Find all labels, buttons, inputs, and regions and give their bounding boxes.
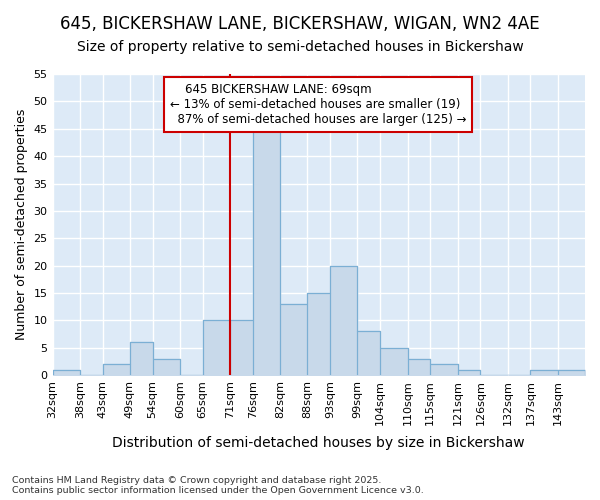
- Text: Contains HM Land Registry data © Crown copyright and database right 2025.
Contai: Contains HM Land Registry data © Crown c…: [12, 476, 424, 495]
- X-axis label: Distribution of semi-detached houses by size in Bickershaw: Distribution of semi-detached houses by …: [112, 436, 525, 450]
- Y-axis label: Number of semi-detached properties: Number of semi-detached properties: [15, 109, 28, 340]
- Text: Size of property relative to semi-detached houses in Bickershaw: Size of property relative to semi-detach…: [77, 40, 523, 54]
- Text: 645 BICKERSHAW LANE: 69sqm
← 13% of semi-detached houses are smaller (19)
  87% : 645 BICKERSHAW LANE: 69sqm ← 13% of semi…: [170, 83, 466, 126]
- Text: 645, BICKERSHAW LANE, BICKERSHAW, WIGAN, WN2 4AE: 645, BICKERSHAW LANE, BICKERSHAW, WIGAN,…: [60, 15, 540, 33]
